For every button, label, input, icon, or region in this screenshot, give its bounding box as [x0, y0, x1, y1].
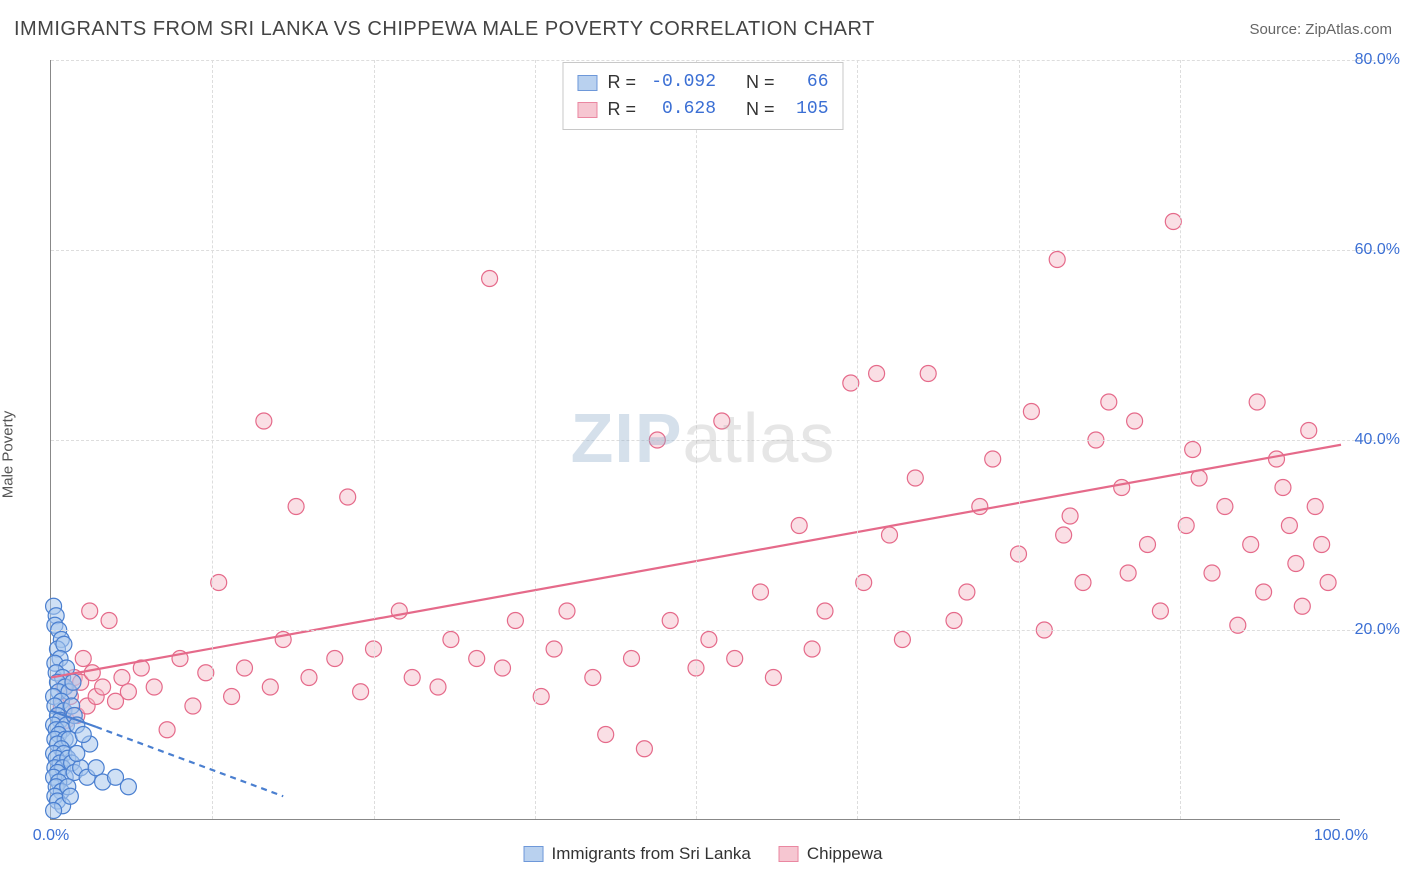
y-tick-label: 80.0%	[1355, 51, 1400, 69]
legend-item-chippewa: Chippewa	[779, 844, 883, 864]
n-value-chippewa: 105	[785, 96, 829, 123]
n-value-sri-lanka: 66	[785, 69, 829, 96]
y-tick-label: 40.0%	[1355, 431, 1400, 449]
swatch-sri-lanka	[577, 75, 597, 91]
series-label-chippewa: Chippewa	[807, 844, 883, 864]
y-tick-label: 60.0%	[1355, 241, 1400, 259]
scatter-plot: 20.0%40.0%60.0%80.0%0.0%100.0%	[50, 60, 1340, 820]
source-attribution: Source: ZipAtlas.com	[1249, 21, 1392, 38]
x-tick-label: 0.0%	[33, 827, 69, 845]
series-legend: Immigrants from Sri Lanka Chippewa	[524, 844, 883, 864]
legend-row-sri-lanka: R = -0.092 N = 66	[577, 69, 828, 96]
r-label: R =	[607, 69, 636, 96]
x-tick-label: 100.0%	[1314, 827, 1368, 845]
swatch-sri-lanka-b	[524, 846, 544, 862]
swatch-chippewa	[577, 102, 597, 118]
correlation-legend: R = -0.092 N = 66 R = 0.628 N = 105	[562, 62, 843, 130]
n-label: N =	[746, 96, 775, 123]
chart-title: IMMIGRANTS FROM SRI LANKA VS CHIPPEWA MA…	[14, 18, 875, 41]
title-bar: IMMIGRANTS FROM SRI LANKA VS CHIPPEWA MA…	[14, 18, 1392, 41]
r-value-sri-lanka: -0.092	[646, 69, 716, 96]
legend-row-chippewa: R = 0.628 N = 105	[577, 96, 828, 123]
y-axis-label: Male Poverty	[0, 411, 17, 499]
legend-item-sri-lanka: Immigrants from Sri Lanka	[524, 844, 751, 864]
swatch-chippewa-b	[779, 846, 799, 862]
y-tick-label: 20.0%	[1355, 621, 1400, 639]
r-label: R =	[607, 96, 636, 123]
r-value-chippewa: 0.628	[646, 96, 716, 123]
series-label-sri-lanka: Immigrants from Sri Lanka	[552, 844, 751, 864]
n-label: N =	[746, 69, 775, 96]
